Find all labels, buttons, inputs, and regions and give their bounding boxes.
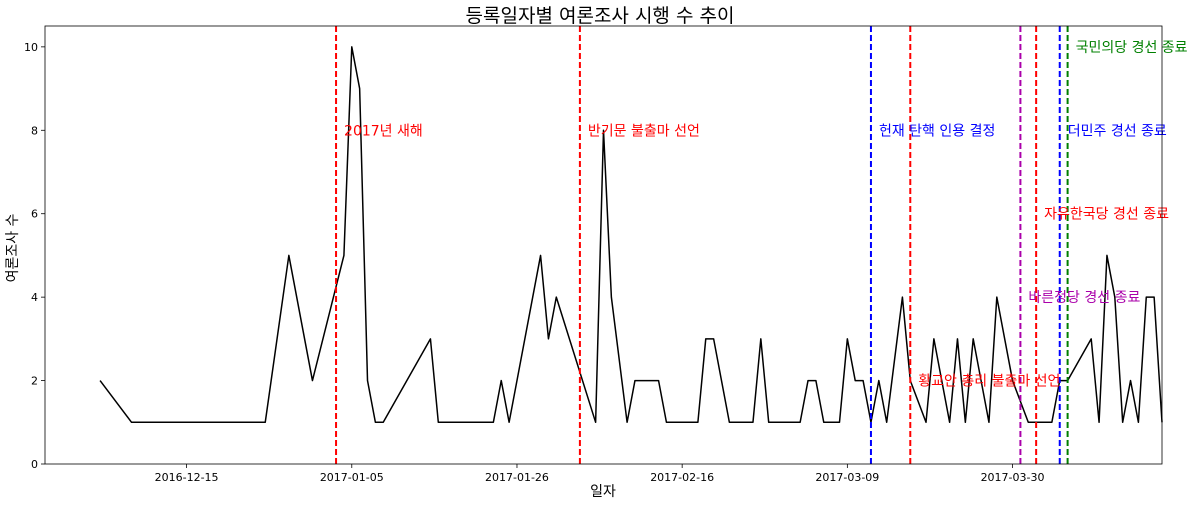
x-tick-label: 2017-02-16 xyxy=(650,471,714,484)
event-label: 바른정당 경선 종료 xyxy=(1028,290,1140,306)
y-tick-label: 6 xyxy=(31,208,38,221)
x-tick-label: 2017-01-05 xyxy=(320,471,384,484)
event-label: 더민주 경선 종료 xyxy=(1068,123,1167,139)
event-label: 헌재 탄핵 인용 결정 xyxy=(879,123,995,139)
event-label: 2017년 새해 xyxy=(344,123,423,139)
y-tick-label: 8 xyxy=(31,124,38,137)
plot-area xyxy=(45,26,1162,464)
y-tick-label: 10 xyxy=(24,41,38,54)
y-axis-label: 여론조사 수 xyxy=(5,213,21,282)
x-axis-label: 일자 xyxy=(590,484,616,500)
x-tick-label: 2016-12-15 xyxy=(155,471,219,484)
series-line xyxy=(99,46,1163,424)
chart-title: 등록일자별 여론조사 시행 수 추이 xyxy=(466,5,735,27)
y-tick-label: 0 xyxy=(31,458,38,471)
event-label: 자유한국당 경선 종료 xyxy=(1044,207,1169,223)
plot-frame xyxy=(44,25,1163,465)
event-label: 반기문 불출마 선언 xyxy=(588,123,700,139)
x-tick-label: 2017-01-26 xyxy=(485,471,549,484)
y-tick-label: 4 xyxy=(31,291,38,304)
y-tick-label: 2 xyxy=(31,375,38,388)
x-tick-label: 2017-03-09 xyxy=(815,471,879,484)
event-label: 황교안 총리 불출마 선언 xyxy=(918,374,1060,390)
event-label: 국민의당 경선 종료 xyxy=(1076,40,1188,56)
x-tick-label: 2017-03-30 xyxy=(981,471,1045,484)
series-layer xyxy=(99,46,1163,424)
axis-layer: 0 2 4 6 8 10 2016-12-15 2017-01-05 2017-01-26 201… xyxy=(24,41,1045,484)
